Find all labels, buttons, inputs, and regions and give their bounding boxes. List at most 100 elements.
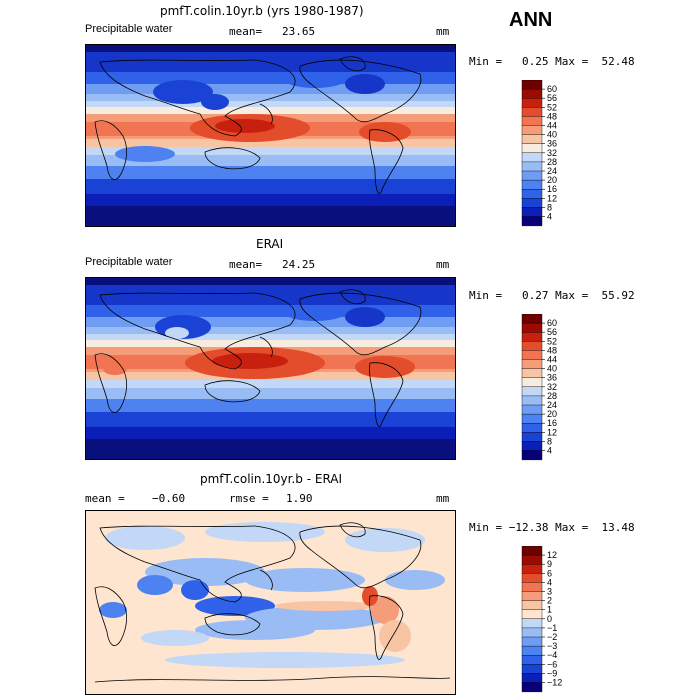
panel3-mean-label: mean = <box>85 492 125 505</box>
colorbar-swatch <box>521 216 543 227</box>
colorbar-tick-label: 12 <box>547 427 557 437</box>
colorbar-tick-label: 24 <box>547 166 557 176</box>
panel3-mean-value: −0.60 <box>152 492 186 505</box>
panel1-map <box>85 44 456 227</box>
colorbar-tick-label: −2 <box>547 632 557 642</box>
colorbar-swatch <box>521 116 543 127</box>
panel3-map <box>85 510 456 695</box>
panel2-mean-label: mean= <box>229 258 263 271</box>
colorbar-swatch <box>521 80 543 90</box>
panel1-units: mm <box>436 25 450 38</box>
colorbar-swatch <box>521 322 543 333</box>
colorbar-tick-label: −9 <box>547 668 557 678</box>
colorbar-tick-label: 60 <box>547 84 557 94</box>
colorbar-swatch <box>521 432 543 442</box>
season-label: ANN <box>509 9 553 31</box>
colorbar-tick-label: 3 <box>547 587 552 597</box>
colorbar-tick-label: 9 <box>547 559 552 569</box>
colorbar-tick-label: 0 <box>547 614 552 624</box>
colorbar-swatch <box>521 582 543 593</box>
colorbar-swatch <box>521 573 543 583</box>
panel1-variable: Precipitable water <box>85 23 173 35</box>
colorbar-tick-label: 52 <box>547 102 557 112</box>
panel3-title: pmfT.colin.10yr.b - ERAI <box>200 472 343 486</box>
colorbar-tick-label: 60 <box>547 318 557 328</box>
colorbar-swatch <box>521 664 543 674</box>
panel2-units: mm <box>436 258 450 271</box>
panel2-variable: Precipitable water <box>85 256 173 268</box>
colorbar-swatch <box>521 314 543 324</box>
colorbar-tick-label: 44 <box>547 355 557 365</box>
colorbar-tick-label: 16 <box>547 418 557 428</box>
colorbar-tick-label: 36 <box>547 139 557 149</box>
colorbar-swatch <box>521 88 543 99</box>
panel2-mean-value: 24.25 <box>282 258 316 271</box>
colorbar-swatch <box>521 198 543 208</box>
colorbar-swatch <box>521 188 543 199</box>
colorbar-swatch <box>521 600 543 611</box>
colorbar-swatch <box>521 341 543 351</box>
panel3-rmse-label: rmse = <box>229 492 269 505</box>
colorbar-swatch <box>521 98 543 108</box>
colorbar-swatch <box>521 441 543 452</box>
colorbar-swatch <box>521 179 543 190</box>
colorbar-tick-label: 56 <box>547 93 557 103</box>
colorbar-tick-label: 24 <box>547 400 557 410</box>
colorbar-swatch <box>521 609 543 620</box>
colorbar-swatch <box>521 332 543 342</box>
colorbar-swatch <box>521 170 543 181</box>
colorbar-swatch <box>521 618 543 629</box>
colorbar-swatch <box>521 554 543 565</box>
colorbar-swatch <box>521 673 543 684</box>
colorbar-tick-label: 6 <box>547 568 552 578</box>
colorbar-tick-label: 40 <box>547 130 557 140</box>
colorbar-tick-label: 1 <box>547 605 552 615</box>
colorbar-tick-label: 20 <box>547 175 557 185</box>
colorbar-tick-label: 4 <box>547 577 552 587</box>
colorbar-swatch <box>521 564 543 574</box>
colorbar-tick-label: 48 <box>547 111 557 121</box>
panel1-min-max: Min = 0.25 Max = 52.48 <box>469 55 635 68</box>
colorbar-tick-label: −1 <box>547 623 557 633</box>
colorbar-tick-label: 44 <box>547 121 557 131</box>
colorbar-swatch <box>521 386 543 397</box>
panel3-units: mm <box>436 492 450 505</box>
colorbar-tick-label: 12 <box>547 550 557 560</box>
panel3-min-max: Min = −12.38 Max = 13.48 <box>469 521 635 534</box>
panel3-rmse-value: 1.90 <box>286 492 313 505</box>
colorbar-swatch <box>521 413 543 424</box>
colorbar-swatch <box>521 636 543 647</box>
colorbar-tick-label: −12 <box>547 678 562 688</box>
colorbar-swatch <box>521 368 543 379</box>
colorbar-swatch <box>521 207 543 218</box>
colorbar-tick-label: 56 <box>547 327 557 337</box>
colorbar-tick-label: 52 <box>547 336 557 346</box>
colorbar-swatch <box>521 450 543 461</box>
panel1-mean-value: 23.65 <box>282 25 316 38</box>
panel2-map <box>85 277 456 460</box>
colorbar-tick-label: −4 <box>547 650 557 660</box>
colorbar-swatch <box>521 377 543 388</box>
colorbar-swatch <box>521 161 543 172</box>
colorbar-swatch <box>521 546 543 556</box>
panel2-title: ERAI <box>256 237 284 251</box>
colorbar-tick-label: 28 <box>547 391 557 401</box>
colorbar-swatch <box>521 143 543 154</box>
panel1-mean-label: mean= <box>229 25 263 38</box>
colorbar-swatch <box>521 359 543 370</box>
colorbar-tick-label: 8 <box>547 202 552 212</box>
colorbar-swatch <box>521 682 543 693</box>
colorbar-tick-label: 12 <box>547 193 557 203</box>
colorbar-swatch <box>521 404 543 415</box>
colorbar-swatch <box>521 591 543 602</box>
colorbar-swatch <box>521 152 543 163</box>
colorbar-tick-label: 32 <box>547 148 557 158</box>
colorbar-tick-label: 16 <box>547 184 557 194</box>
colorbar-swatch <box>521 654 543 665</box>
colorbar-tick-label: 20 <box>547 409 557 419</box>
colorbar-tick-label: 40 <box>547 364 557 374</box>
panel1-title: pmfT.colin.10yr.b (yrs 1980-1987) <box>160 4 364 18</box>
colorbar-swatch <box>521 395 543 406</box>
